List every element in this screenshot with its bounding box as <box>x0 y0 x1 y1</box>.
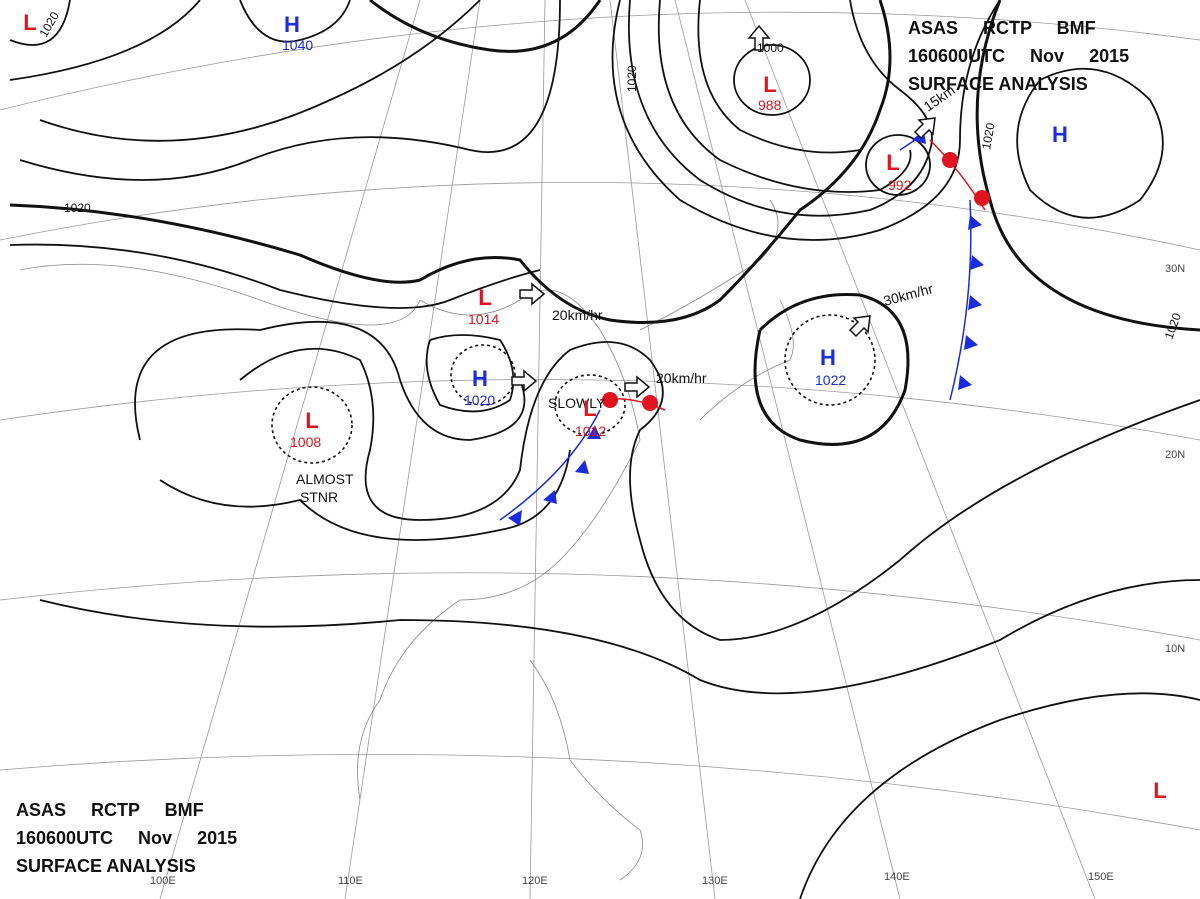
ring <box>784 314 876 406</box>
latitude-line <box>0 379 1200 441</box>
longitude-label: 140E <box>884 871 910 883</box>
latitude-line <box>0 11 1200 111</box>
pressure-value: 1008 <box>290 434 321 450</box>
longitude-label: 120E <box>522 875 548 887</box>
motion-label: ALMOST <box>296 471 354 487</box>
isobar <box>611 0 1001 241</box>
isobar-label: 1000 <box>757 41 784 55</box>
isobar <box>865 134 931 196</box>
pressure-symbol: H <box>472 366 488 391</box>
latitude-line <box>0 572 1200 641</box>
longitude-line <box>529 0 546 899</box>
labels: ASAS RCTP BMF 160600UTC Nov 2015 SURFACE… <box>16 9 1185 887</box>
coast <box>19 263 641 801</box>
longitude-label: 110E <box>338 875 363 887</box>
motion-arrows <box>511 24 936 399</box>
pressure-value: 1014 <box>468 311 499 327</box>
header-line: SURFACE ANALYSIS <box>908 74 1088 94</box>
isobar-label: 1020 <box>625 65 639 92</box>
isobar-label: 1020 <box>979 121 997 150</box>
cold-front <box>499 409 601 521</box>
longitude-line <box>159 0 421 899</box>
pressure-symbol: L <box>886 150 899 175</box>
longitude-label: 150E <box>1088 871 1114 883</box>
isobar <box>733 44 811 116</box>
longitude-line <box>609 0 716 899</box>
isobar <box>9 0 71 46</box>
latitude-label: 20N <box>1165 449 1185 461</box>
pressure-value: 1020 <box>464 392 495 408</box>
ring <box>450 344 516 406</box>
coast <box>529 659 643 881</box>
isobar <box>425 334 515 413</box>
pressure-symbol: L <box>478 285 491 310</box>
motion-label: SLOWLY <box>548 395 606 411</box>
isobar <box>799 692 1200 899</box>
latitude-line <box>0 753 1200 831</box>
longitude-line <box>344 0 481 899</box>
isobar <box>239 0 351 43</box>
isobar <box>39 0 481 142</box>
isobars <box>9 0 1200 899</box>
rings <box>271 314 876 464</box>
isobar <box>239 341 1200 641</box>
isobar <box>19 0 561 181</box>
pressure-value: 1040 <box>282 37 313 53</box>
ring <box>554 374 626 436</box>
ring <box>271 386 353 464</box>
isobar <box>628 0 933 217</box>
isobar <box>134 320 526 441</box>
warm-front <box>599 398 666 411</box>
latitude-line <box>0 182 1200 251</box>
front-semicircles <box>602 152 990 411</box>
motion-label: 20km/hr <box>552 307 603 323</box>
isobar-label: 1020 <box>64 201 91 215</box>
longitude-label: 100E <box>150 875 176 887</box>
isobar <box>753 292 910 446</box>
isobar <box>975 0 1200 332</box>
motion-label: STNR <box>300 489 338 505</box>
longitude-line <box>674 0 901 899</box>
pressure-symbol: H <box>820 345 836 370</box>
isobar <box>159 449 571 541</box>
pressure-value: 1012 <box>575 423 606 439</box>
longitude-label: 130E <box>702 875 728 887</box>
pressure-value: 988 <box>758 97 782 113</box>
isobar <box>369 0 602 53</box>
isobar <box>9 243 541 309</box>
header-line: 160600UTC Nov 2015 <box>16 828 237 848</box>
pressure-symbol: H <box>1052 122 1068 147</box>
front-triangles <box>508 425 601 526</box>
latitude-label: 30N <box>1165 263 1185 275</box>
latitude-label: 10N <box>1165 643 1185 655</box>
isobar <box>697 0 861 154</box>
pressure-symbol: L <box>763 72 776 97</box>
header-line: SURFACE ANALYSIS <box>16 856 196 876</box>
pressure-symbol: L <box>23 10 36 35</box>
pressure-value: 1022 <box>815 372 846 388</box>
header-line: ASAS RCTP BMF <box>908 18 1096 38</box>
header-line: 160600UTC Nov 2015 <box>908 46 1129 66</box>
pressure-symbol: L <box>305 408 318 433</box>
fronts <box>499 129 990 526</box>
pressure-symbol: L <box>583 396 596 421</box>
isobar <box>39 579 1200 695</box>
pressure-symbol: L <box>1153 778 1166 803</box>
isobar <box>1016 67 1164 219</box>
isobar <box>657 0 912 193</box>
motion-label: 20km/hr <box>656 370 707 386</box>
header-line: ASAS RCTP BMF <box>16 800 204 820</box>
isobar <box>9 0 892 324</box>
isobar <box>9 0 201 81</box>
pressure-symbol: H <box>284 12 300 37</box>
pressure-value: 992 <box>888 177 912 193</box>
